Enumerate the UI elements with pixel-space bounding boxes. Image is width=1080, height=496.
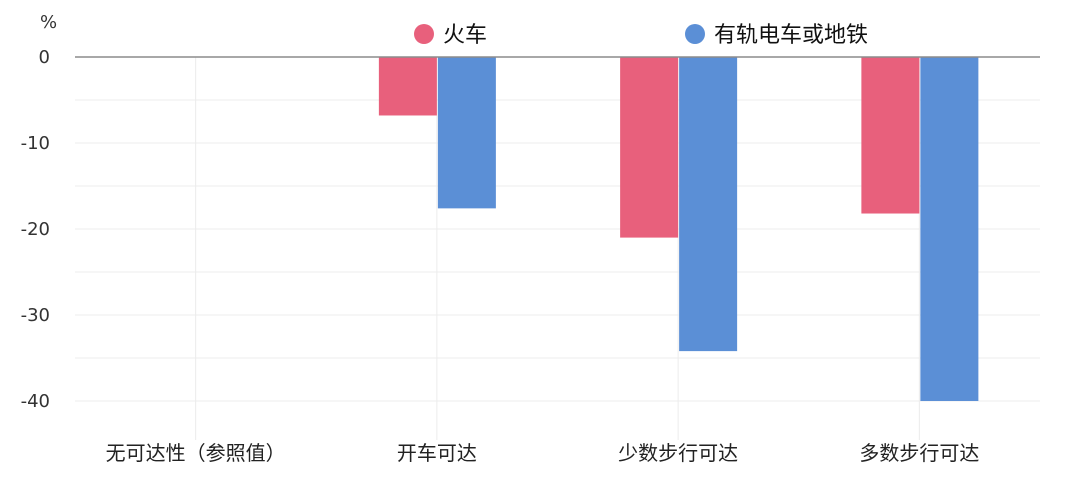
bar-train [620, 57, 679, 238]
bar-train [378, 57, 437, 116]
x-axis: 无可达性（参照值） 开车可达 少数步行可达 多数步行可达 [106, 441, 980, 465]
x-category-label: 多数步行可达 [859, 441, 979, 465]
x-category-label: 少数步行可达 [618, 441, 738, 465]
x-category-label: 无可达性（参照值） [106, 441, 286, 465]
y-axis: % 0 -10 -20 -30 -40 [21, 12, 58, 412]
bars [378, 57, 979, 401]
y-tick-label: -40 [21, 391, 50, 412]
bar-tram-metro [920, 57, 979, 401]
legend: 火车 有轨电车或地铁 [399, 13, 920, 51]
x-category-label: 开车可达 [397, 441, 477, 465]
legend-marker-train [414, 24, 434, 44]
bar-tram-metro [679, 57, 738, 352]
legend-label: 火车 [443, 23, 487, 48]
legend-plate [670, 13, 920, 51]
y-tick-label: -10 [21, 133, 50, 154]
y-tick-label: -20 [21, 219, 50, 240]
bar-train [861, 57, 920, 214]
y-unit-label: % [40, 12, 57, 33]
y-tick-label: 0 [39, 47, 50, 68]
legend-marker-tram-metro [685, 24, 705, 44]
y-tick-label: -30 [21, 305, 50, 326]
bar-tram-metro [437, 57, 496, 209]
grid-lines [75, 57, 1040, 440]
legend-label: 有轨电车或地铁 [714, 23, 868, 48]
